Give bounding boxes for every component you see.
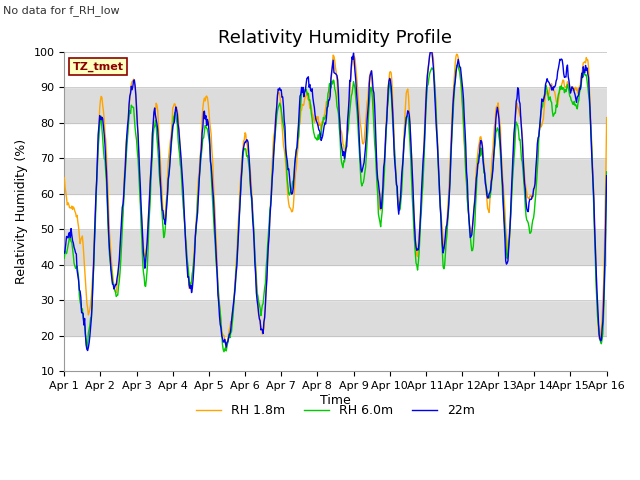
Bar bbox=[64, 300, 607, 336]
RH 1.8m bbox=[203, 93, 211, 99]
Line: RH 6.0m: RH 6.0m bbox=[64, 65, 607, 352]
RH 6.0m bbox=[454, 62, 461, 68]
Title: Relativity Humidity Profile: Relativity Humidity Profile bbox=[218, 29, 452, 48]
Bar bbox=[64, 158, 607, 194]
22m bbox=[603, 173, 611, 179]
RH 6.0m bbox=[220, 349, 228, 355]
22m bbox=[381, 159, 388, 165]
RH 6.0m bbox=[434, 157, 442, 163]
RH 1.8m bbox=[179, 204, 187, 210]
RH 1.8m bbox=[428, 49, 435, 55]
Bar bbox=[64, 52, 607, 87]
RH 6.0m bbox=[203, 125, 211, 131]
RH 1.8m bbox=[328, 71, 335, 76]
Bar bbox=[64, 264, 607, 300]
22m bbox=[435, 168, 442, 173]
X-axis label: Time: Time bbox=[320, 394, 351, 407]
Y-axis label: Relativity Humidity (%): Relativity Humidity (%) bbox=[15, 139, 28, 284]
RH 1.8m bbox=[603, 115, 611, 120]
Bar bbox=[64, 336, 607, 371]
RH 6.0m bbox=[603, 169, 611, 175]
RH 1.8m bbox=[222, 347, 230, 352]
22m bbox=[555, 65, 563, 71]
22m bbox=[426, 49, 434, 55]
Text: No data for f_RH_low: No data for f_RH_low bbox=[3, 5, 120, 16]
Bar bbox=[64, 123, 607, 158]
RH 6.0m bbox=[328, 79, 335, 84]
RH 6.0m bbox=[555, 92, 563, 97]
RH 1.8m bbox=[435, 164, 442, 169]
Line: 22m: 22m bbox=[64, 52, 607, 350]
22m bbox=[328, 69, 335, 74]
RH 6.0m bbox=[179, 202, 187, 208]
RH 6.0m bbox=[381, 169, 388, 175]
Bar bbox=[64, 194, 607, 229]
22m bbox=[180, 206, 188, 212]
Bar bbox=[64, 87, 607, 123]
22m bbox=[204, 117, 211, 122]
22m bbox=[60, 250, 68, 256]
RH 1.8m bbox=[381, 156, 388, 162]
Legend: RH 1.8m, RH 6.0m, 22m: RH 1.8m, RH 6.0m, 22m bbox=[191, 399, 480, 422]
Bar bbox=[64, 229, 607, 264]
RH 6.0m bbox=[60, 255, 68, 261]
RH 1.8m bbox=[555, 97, 563, 103]
22m bbox=[84, 348, 92, 353]
Text: TZ_tmet: TZ_tmet bbox=[72, 61, 124, 72]
Line: RH 1.8m: RH 1.8m bbox=[64, 52, 607, 349]
RH 1.8m bbox=[60, 175, 68, 180]
